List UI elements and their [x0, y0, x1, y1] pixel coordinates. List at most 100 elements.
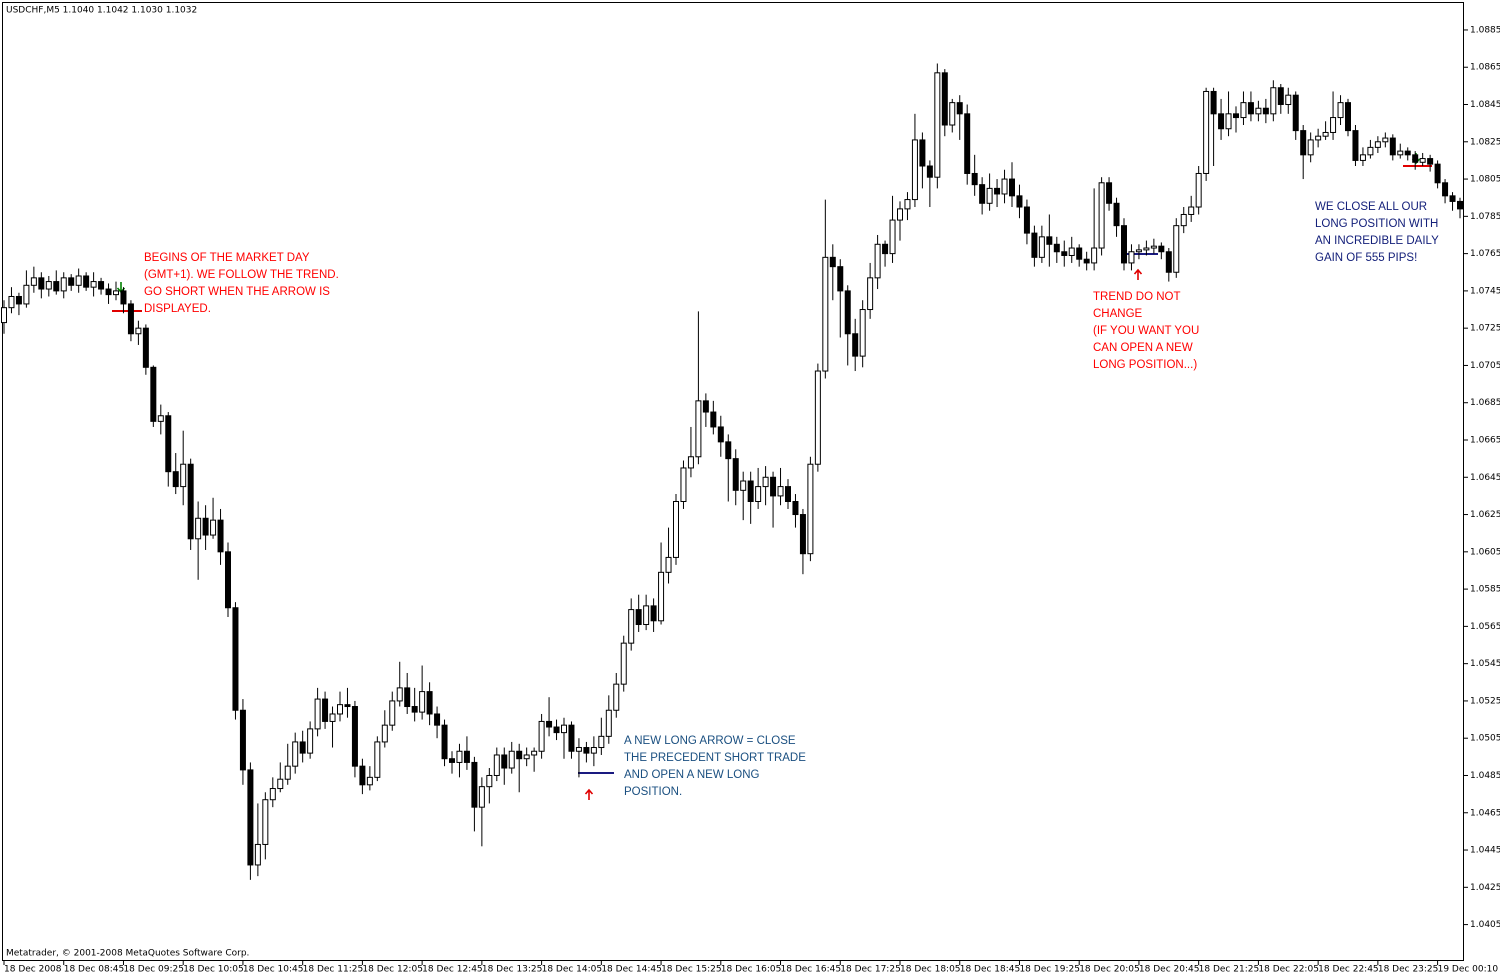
candle-body: [277, 778, 284, 790]
candle-body: [1300, 130, 1307, 156]
candle-body: [105, 288, 112, 296]
candle-body: [897, 208, 903, 221]
candle-body: [8, 295, 15, 309]
candle-body: [934, 72, 941, 178]
candle-body: [329, 713, 336, 722]
candle-body: [837, 266, 844, 292]
candle-body: [210, 519, 217, 536]
x-tick-label: 18 Dec 11:25: [303, 965, 364, 975]
y-tick-label: 1.0825: [1470, 137, 1500, 147]
candle-body: [516, 750, 523, 760]
annotation-line: BEGINS OF THE MARKET DAY: [144, 252, 310, 264]
y-tick-label: 1.0605: [1470, 547, 1500, 557]
candle-body: [695, 400, 702, 458]
up-arrow: [584, 788, 594, 800]
x-tick-label: 18 Dec 13:25: [482, 965, 543, 975]
candle-body: [1083, 258, 1090, 264]
candle-body: [239, 709, 246, 771]
annotation-line: GO SHORT WHEN THE ARROW IS: [144, 286, 330, 298]
y-tick-label: 1.0745: [1470, 286, 1500, 296]
candle-body: [628, 609, 635, 644]
y-tick-label: 1.0805: [1470, 175, 1500, 185]
y-tick-label: 1.0465: [1470, 808, 1500, 818]
candle-body: [979, 184, 986, 204]
candle-body: [172, 471, 179, 488]
candle-body: [262, 799, 269, 845]
candle-body: [53, 281, 60, 292]
candle-body: [396, 687, 403, 702]
candle-body: [1121, 225, 1127, 264]
candle-body: [195, 517, 202, 540]
annotation: A NEW LONG ARROW = CLOSE THE PRECEDENT SH…: [624, 735, 806, 798]
x-tick-label: 18 Dec 21:25: [1199, 965, 1260, 975]
candle-body: [1128, 251, 1135, 264]
candle-body: [337, 704, 343, 715]
y-tick-label: 1.0485: [1470, 771, 1500, 781]
x-tick-label: 18 Dec 16:45: [781, 965, 842, 975]
candle-body: [1210, 90, 1217, 115]
y-tick-label: 1.0505: [1470, 734, 1500, 744]
x-tick-label: 18 Dec 22:05: [1258, 965, 1319, 975]
candle-body: [501, 754, 508, 769]
candle-body: [658, 571, 665, 622]
candle-body: [747, 480, 754, 503]
candle-body: [1068, 247, 1075, 256]
candle-body: [1135, 249, 1142, 253]
candle-body: [1404, 150, 1411, 156]
candles: [1, 63, 1463, 880]
candle-body: [964, 113, 971, 174]
candle-body: [1053, 243, 1060, 253]
candle-body: [1277, 87, 1284, 106]
x-tick-label: 18 Dec 12:45: [422, 965, 483, 975]
x-tick-label: 18 Dec 16:05: [721, 965, 782, 975]
y-tick-label: 1.0705: [1470, 361, 1500, 371]
candle-body: [1389, 137, 1396, 156]
candle-body: [299, 741, 306, 754]
candle-body: [1292, 94, 1299, 132]
candle-body: [1195, 172, 1202, 208]
candle-body: [508, 750, 515, 769]
candle-body: [605, 709, 612, 737]
annotation: WE CLOSE ALL OUR LONG POSITION WITH AN INC…: [1315, 201, 1439, 264]
candle-body: [919, 139, 926, 167]
candle-body: [665, 556, 672, 573]
candle-body: [1098, 182, 1105, 249]
candle-body: [1352, 130, 1359, 161]
x-tick-label: 18 Dec 10:05: [183, 965, 244, 975]
candle-body: [1218, 113, 1225, 130]
candle-body: [613, 683, 620, 711]
candle-body: [598, 735, 605, 749]
candle-body: [269, 788, 276, 801]
candle-body: [568, 724, 575, 752]
candle-body: [1031, 232, 1038, 258]
candle-body: [1240, 102, 1247, 119]
annotation-line: (IF YOU WANT YOU: [1093, 325, 1199, 337]
candle-body: [366, 776, 373, 786]
annotation-line: (GMT+1). WE FOLLOW THE TREND.: [144, 269, 339, 281]
candle-body: [971, 172, 978, 186]
candle-body: [463, 750, 470, 763]
candle-body: [1374, 141, 1381, 148]
candle-body: [673, 501, 679, 558]
candle-body: [859, 309, 866, 357]
candle-body: [1397, 150, 1404, 156]
y-tick-label: 1.0525: [1470, 696, 1500, 706]
annotation-line: THE PRECEDENT SHORT TRADE: [624, 752, 806, 764]
candle-body: [493, 754, 500, 776]
candle-body: [1188, 206, 1195, 215]
x-tick-label: 18 Dec 17:25: [840, 965, 901, 975]
annotation-line: TREND DO NOT: [1093, 291, 1181, 303]
candle-body: [956, 102, 963, 115]
candle-body: [120, 290, 127, 305]
x-tick-label: 18 Dec 12:05: [362, 965, 423, 975]
candle-body: [322, 698, 329, 722]
annotation-line: WE CLOSE ALL OUR: [1315, 201, 1427, 213]
annotation-line: AN INCREDIBLE DAILY: [1315, 235, 1439, 247]
candle-body: [1330, 117, 1337, 133]
candle-body: [225, 551, 231, 609]
candle-body: [561, 724, 567, 734]
candle-body: [702, 400, 709, 413]
candle-body: [889, 219, 896, 255]
y-tick-label: 1.0585: [1470, 585, 1500, 595]
candle-body: [1046, 236, 1053, 245]
